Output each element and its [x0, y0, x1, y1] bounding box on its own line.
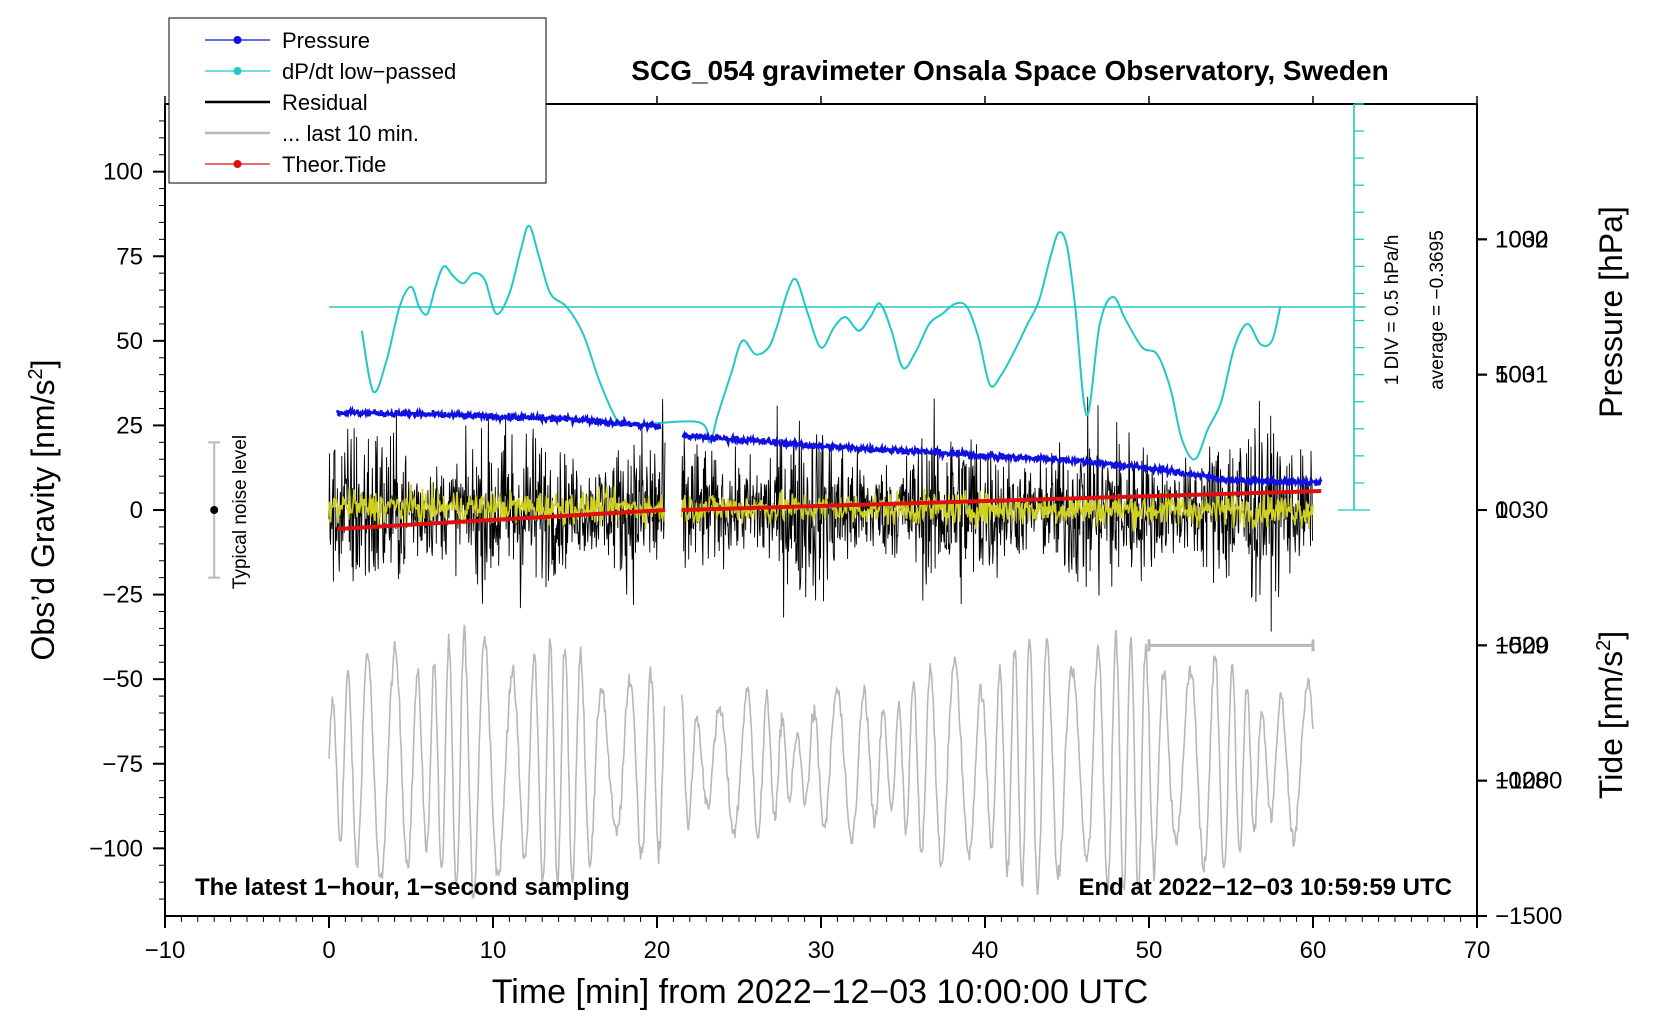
x-tick-label: 70	[1464, 937, 1491, 964]
y-tick-label-tide: 1000	[1495, 226, 1548, 253]
noise-level-label: Typical noise level	[230, 435, 251, 589]
legend-swatch-marker	[233, 160, 242, 168]
annotation-sampling: The latest 1−hour, 1−second sampling	[195, 874, 630, 901]
x-tick-label: 10	[480, 937, 507, 964]
x-tick-label: 0	[322, 937, 335, 964]
series-tide-part1	[337, 508, 666, 531]
x-tick-label: 40	[972, 937, 999, 964]
y-axis-label-gravity-text: Obs’d Gravity [nm/s	[25, 380, 61, 661]
dpdt-scale-label: 1 DIV = 0.5 hPa/h	[1382, 235, 1403, 386]
legend-swatch-marker	[233, 36, 242, 44]
legend-label: Residual	[282, 90, 368, 115]
y-tick-label-gravity: −25	[102, 582, 143, 609]
y-axis-label-tide-end: ]	[1593, 631, 1629, 640]
y-tick-label-gravity: −75	[102, 751, 143, 778]
y-tick-label-gravity: −50	[102, 666, 143, 693]
noise-level-bar	[208, 441, 221, 579]
dpdt-average-label: average = −0.3695	[1427, 230, 1448, 390]
y-axis-label-gravity-end: ]	[25, 360, 61, 369]
legend-label: dP/dt low−passed	[282, 59, 456, 84]
x-axis: −10 0 10 20 30 40 50 60 70	[145, 96, 1491, 964]
x-tick-label: 50	[1136, 937, 1163, 964]
series-tide-part2	[681, 489, 1322, 512]
chart-title: SCG_054 gravimeter Onsala Space Observat…	[631, 55, 1388, 86]
series-dpdt	[360, 224, 1282, 461]
legend-label: Pressure	[282, 28, 370, 53]
y-tick-label-tide: −500	[1495, 632, 1549, 659]
y-tick-label-gravity: 75	[116, 243, 143, 270]
y-tick-label-tide: 500	[1495, 362, 1535, 389]
y-axis-label-tide-text: Tide [nm/s	[1593, 651, 1629, 799]
y-tick-label-gravity: −100	[89, 835, 143, 862]
y-tick-label-tide: −1500	[1495, 903, 1562, 930]
legend-box	[168, 17, 547, 184]
y-tick-label-pressure: 1028	[1495, 768, 1548, 795]
legend-swatch-marker	[233, 67, 242, 75]
y-axis-gravity: 100 75 50 25 0 −25 −50 −75 −100	[89, 120, 165, 900]
y-tick-label-tide: 0	[1495, 497, 1508, 524]
x-tick-label: 20	[644, 937, 671, 964]
y-tick-label-pressure: 1030	[1495, 497, 1548, 524]
x-tick-label: 30	[808, 937, 835, 964]
annotation-end-time: End at 2022−12−03 10:59:59 UTC	[1078, 874, 1452, 901]
legend-label: ... last 10 min.	[282, 121, 419, 146]
y-axis-label-pressure: Pressure [hPa]	[1593, 206, 1629, 418]
y-tick-label-tide: −1000	[1495, 768, 1562, 795]
data-layer	[328, 224, 1366, 899]
y-axis-tide: 1000 500 0 −500 −1000 −1500	[1477, 226, 1562, 930]
x-axis-label: Time [min] from 2022−12−03 10:00:00 UTC	[492, 973, 1148, 1011]
y-tick-label-pressure: 1029	[1495, 632, 1548, 659]
noise-bar-dot	[210, 506, 219, 514]
y-axis-label-gravity-sup: 2	[25, 368, 47, 379]
x-tick-label: −10	[145, 937, 186, 964]
y-axis-label-tide: Tide [nm/s2]	[1593, 631, 1629, 799]
series-last-10-min	[328, 624, 1314, 899]
y-tick-label-pressure: 1032	[1495, 226, 1548, 253]
y-tick-label-gravity: 100	[103, 159, 143, 186]
y-axis-label-tide-sup: 2	[1593, 640, 1615, 651]
y-tick-label-gravity: 0	[130, 497, 143, 524]
y-tick-label-gravity: 50	[116, 328, 143, 355]
y-tick-label-gravity: 25	[116, 412, 143, 439]
dpdt-scale-axis	[1338, 103, 1370, 511]
legend-label: Theor.Tide	[282, 152, 386, 177]
legend: Pressure dP/dt low−passed Residual ... last…	[168, 17, 547, 184]
series-pressure	[335, 405, 1323, 489]
x-tick-label: 60	[1300, 937, 1327, 964]
y-axis-label-gravity: Obs’d Gravity [nm/s2]	[25, 360, 61, 661]
y-tick-label-pressure: 1031	[1495, 362, 1548, 389]
